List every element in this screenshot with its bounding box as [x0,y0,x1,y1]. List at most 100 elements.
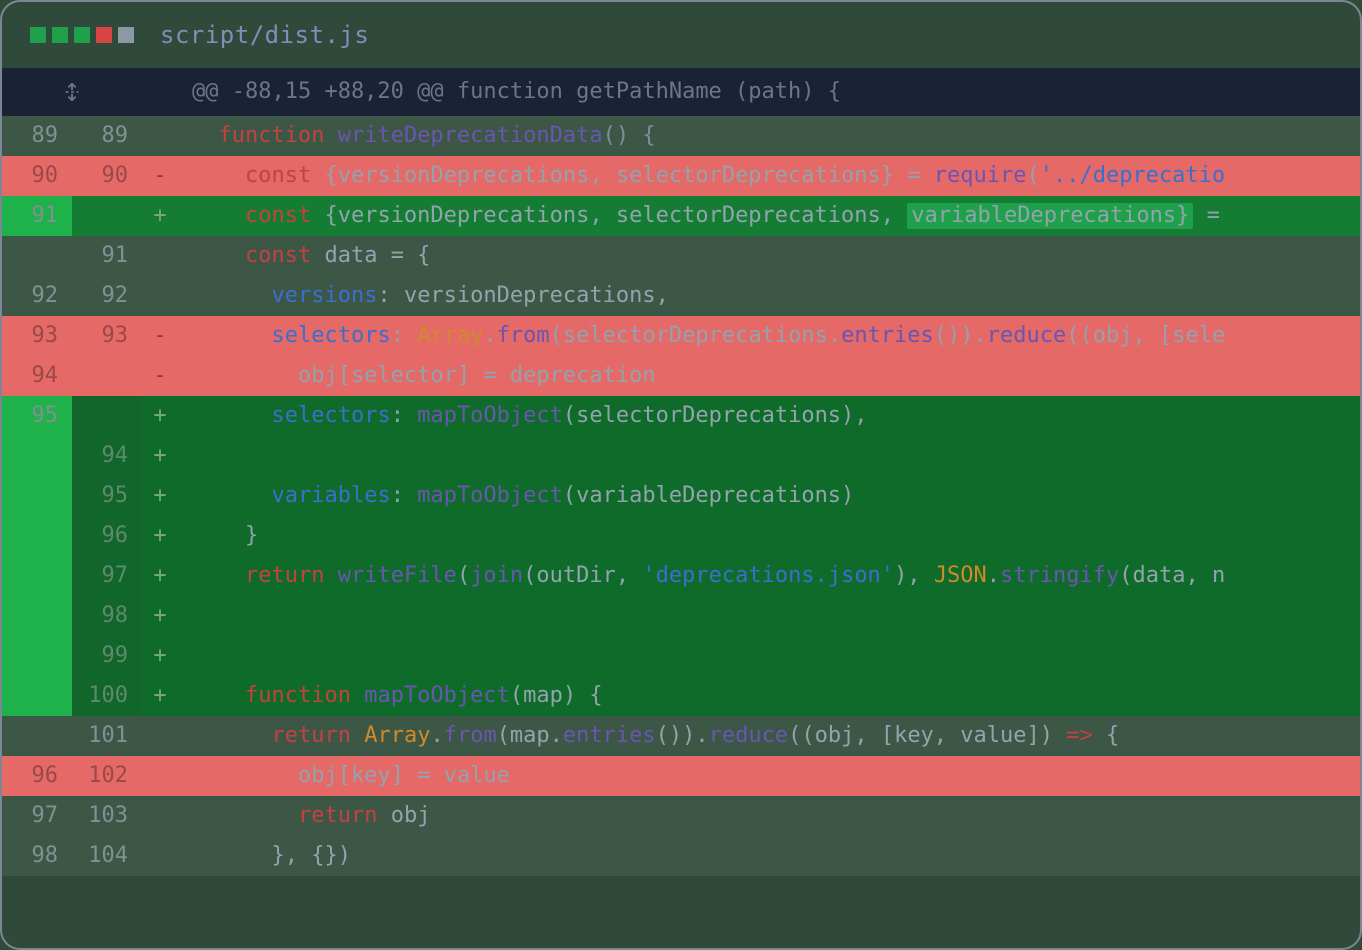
line-number-new[interactable]: 95 [72,476,142,516]
diff-sign: + [142,596,178,636]
diff-line: 100+ function mapToObject(map) { [2,676,1360,716]
code-content[interactable] [178,636,1360,676]
code-content[interactable]: return Array.from(map.entries()).reduce(… [178,716,1360,756]
line-number-old[interactable]: 91 [2,196,72,236]
diff-line: 9090- const {versionDeprecations, select… [2,156,1360,196]
line-number-old[interactable]: 93 [2,316,72,356]
line-number-old[interactable]: 98 [2,836,72,876]
line-number-old[interactable] [2,676,72,716]
code-content[interactable]: const data = { [178,236,1360,276]
diff-line: 95+ variables: mapToObject(variableDepre… [2,476,1360,516]
line-number-old[interactable] [2,516,72,556]
line-number-new[interactable] [72,196,142,236]
diff-line: 91 const data = { [2,236,1360,276]
hunk-range: @@ -88,15 +88,20 @@ function getPathName… [178,81,841,103]
stat-dot [74,27,90,43]
code-content[interactable]: const {versionDeprecations, selectorDepr… [178,156,1360,196]
line-number-new[interactable]: 99 [72,636,142,676]
diff-line: 9393- selectors: Array.from(selectorDepr… [2,316,1360,356]
line-number-old[interactable]: 90 [2,156,72,196]
diff-line: 97+ return writeFile(join(outDir, 'depre… [2,556,1360,596]
code-content[interactable]: versions: versionDeprecations, [178,276,1360,316]
diff-sign [142,116,178,156]
line-number-new[interactable]: 90 [72,156,142,196]
code-content[interactable]: }, {}) [178,836,1360,876]
diff-line: 95 + selectors: mapToObject(selectorDepre… [2,396,1360,436]
code-content[interactable]: variables: mapToObject(variableDeprecati… [178,476,1360,516]
diff-line: 99+ [2,636,1360,676]
line-number-old[interactable] [2,716,72,756]
line-number-new[interactable]: 104 [72,836,142,876]
diff-line: 101 return Array.from(map.entries()).red… [2,716,1360,756]
line-number-new[interactable]: 101 [72,716,142,756]
diff-sign: + [142,476,178,516]
line-number-old[interactable] [2,556,72,596]
stat-dot [118,27,134,43]
stat-dot [96,27,112,43]
line-number-new[interactable]: 92 [72,276,142,316]
line-number-old[interactable]: 95 [2,396,72,436]
file-path[interactable]: script/dist.js [160,23,369,47]
line-number-new[interactable]: 100 [72,676,142,716]
diff-viewer: script/dist.js @@ -88,15 +88,20 @@ funct… [0,0,1362,950]
diff-sign [142,716,178,756]
line-number-new[interactable]: 91 [72,236,142,276]
diff-line: 98+ [2,596,1360,636]
expand-hunk-button[interactable] [2,81,142,103]
diff-sign: - [142,316,178,356]
line-number-new[interactable] [72,396,142,436]
line-number-old[interactable] [2,476,72,516]
line-number-old[interactable]: 97 [2,796,72,836]
line-number-new[interactable]: 94 [72,436,142,476]
stat-dot [30,27,46,43]
diff-line: 96102 obj[key] = value [2,756,1360,796]
diff-sign: + [142,636,178,676]
line-number-new[interactable]: 89 [72,116,142,156]
file-header: script/dist.js [2,2,1360,68]
diff-sign: - [142,156,178,196]
diff-line: 94 - obj[selector] = deprecation [2,356,1360,396]
line-number-new[interactable]: 97 [72,556,142,596]
diff-line: 96+ } [2,516,1360,556]
line-number-new[interactable]: 103 [72,796,142,836]
code-content[interactable] [178,596,1360,636]
code-content[interactable]: function writeDeprecationData() { [178,116,1360,156]
diff-line: 94+ [2,436,1360,476]
diff-sign: + [142,436,178,476]
code-content[interactable]: selectors: Array.from(selectorDeprecatio… [178,316,1360,356]
line-number-old[interactable]: 94 [2,356,72,396]
code-content[interactable]: obj[selector] = deprecation [178,356,1360,396]
line-number-new[interactable]: 98 [72,596,142,636]
diff-sign: + [142,396,178,436]
diff-stat-dots [30,27,134,43]
line-number-old[interactable]: 92 [2,276,72,316]
code-content[interactable]: return writeFile(join(outDir, 'deprecati… [178,556,1360,596]
diff-sign [142,236,178,276]
hunk-header: @@ -88,15 +88,20 @@ function getPathName… [2,68,1360,116]
code-content[interactable]: function mapToObject(map) { [178,676,1360,716]
line-number-new[interactable]: 96 [72,516,142,556]
diff-sign: - [142,356,178,396]
diff-sign: + [142,196,178,236]
diff-line: 9292 versions: versionDeprecations, [2,276,1360,316]
line-number-new[interactable]: 93 [72,316,142,356]
line-number-new[interactable] [72,356,142,396]
code-content[interactable]: return obj [178,796,1360,836]
code-content[interactable] [178,436,1360,476]
code-content[interactable]: } [178,516,1360,556]
diff-body: 8989 function writeDeprecationData() {90… [2,116,1360,876]
line-number-new[interactable]: 102 [72,756,142,796]
diff-line: 91 + const {versionDeprecations, selector… [2,196,1360,236]
line-number-old[interactable]: 89 [2,116,72,156]
code-content[interactable]: selectors: mapToObject(selectorDeprecati… [178,396,1360,436]
line-number-old[interactable] [2,236,72,276]
code-content[interactable]: const {versionDeprecations, selectorDepr… [178,196,1360,236]
diff-sign: + [142,556,178,596]
line-number-old[interactable]: 96 [2,756,72,796]
diff-sign [142,756,178,796]
line-number-old[interactable] [2,436,72,476]
line-number-old[interactable] [2,636,72,676]
code-content[interactable]: obj[key] = value [178,756,1360,796]
diff-sign: + [142,676,178,716]
line-number-old[interactable] [2,596,72,636]
